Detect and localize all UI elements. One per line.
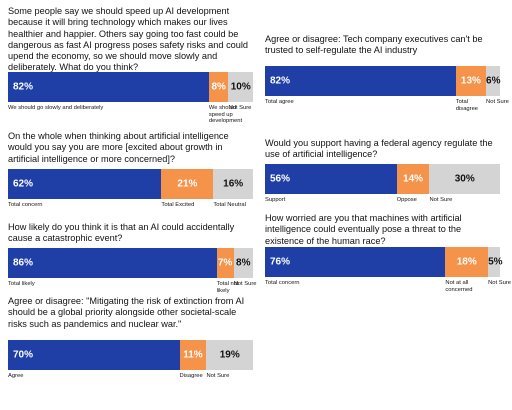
panel-extinction: Agree or disagree: "Mitigating the risk …	[8, 296, 253, 396]
data-label: 70%	[13, 349, 34, 361]
question-existential-threat: How worried are you that machines with a…	[265, 213, 462, 246]
panel-tech-executives: Agree or disagree: Tech company executiv…	[265, 34, 509, 119]
category-label: Total likely	[8, 281, 35, 287]
question-speed-up: Some people say we should speed up AI de…	[8, 6, 249, 73]
bar-segment-first: 70%	[8, 340, 180, 370]
bar-segment-third: 8%	[233, 248, 253, 278]
bar-segment-third: 6%	[486, 66, 500, 96]
category-label: Total Neutral	[213, 202, 246, 208]
bar-segment-first: 62%	[8, 169, 162, 199]
stacked-bar-extinction: 70% 11% 19%	[8, 340, 253, 370]
data-label: 16%	[223, 178, 244, 190]
category-label: Total agree	[265, 99, 294, 105]
stacked-bar-existential-threat: 76% 18% 5%	[265, 247, 503, 277]
panel-speed-up: Some people say we should speed up AI de…	[8, 6, 253, 124]
category-label: Not at all concerned	[445, 280, 473, 293]
question-catastrophic: How likely do you think it is that an AI…	[8, 222, 235, 244]
question-tech-executives: Agree or disagree: Tech company executiv…	[265, 34, 483, 56]
bar-segment-first: 56%	[265, 164, 397, 194]
bar-segment-third: 19%	[206, 340, 253, 370]
data-label: 10%	[230, 81, 251, 93]
bar-segment-third: 16%	[213, 169, 253, 199]
panel-existential-threat: How worried are you that machines with a…	[265, 213, 511, 298]
data-label: 18%	[456, 256, 477, 268]
bar-segment-second: 13%	[455, 66, 487, 96]
stacked-bar-speed-up: 82% 8% 10%	[8, 72, 253, 102]
data-label: 14%	[403, 173, 424, 185]
category-label: Not Sure	[228, 105, 252, 111]
category-label: Not Sure	[488, 280, 512, 286]
panel-catastrophic: How likely do you think it is that an AI…	[8, 222, 256, 294]
data-label: 82%	[270, 75, 291, 87]
panel-federal-agency: Would you support having a federal agenc…	[265, 138, 500, 213]
category-label: Support	[265, 197, 286, 203]
question-federal-agency: Would you support having a federal agenc…	[265, 138, 493, 160]
bar-segment-second: 11%	[179, 340, 207, 370]
stacked-bar-federal-agency: 56% 14% 30%	[265, 164, 500, 194]
bar-segment-first: 86%	[8, 248, 217, 278]
question-excited-concerned: On the whole when thinking about artific…	[8, 131, 229, 164]
data-label: 8%	[236, 257, 251, 269]
bar-segment-third: 10%	[228, 72, 253, 102]
stacked-bar-excited-concerned: 62% 21% 16%	[8, 169, 253, 199]
bar-segment-first: 82%	[8, 72, 209, 102]
bar-segment-third: 30%	[429, 164, 500, 194]
bar-segment-first: 82%	[265, 66, 456, 96]
data-label: 86%	[13, 257, 34, 269]
data-label: 13%	[460, 75, 481, 87]
bar-segment-second: 7%	[216, 248, 234, 278]
category-label: Total disagree	[455, 99, 479, 112]
category-label: Agree	[8, 373, 24, 379]
stacked-bar-catastrophic: 86% 7% 8%	[8, 248, 253, 278]
category-label: We should speed up development	[208, 105, 243, 125]
question-extinction: Agree or disagree: "Mitigating the risk …	[8, 296, 245, 329]
bar-segment-second: 18%	[445, 247, 489, 277]
data-label: 56%	[270, 173, 291, 185]
category-label: Total concern	[265, 280, 300, 286]
data-label: 76%	[270, 256, 291, 268]
data-label: 5%	[488, 256, 503, 268]
data-label: 21%	[177, 178, 198, 190]
data-label: 8%	[211, 81, 226, 93]
category-label: Disagree	[179, 373, 203, 379]
category-label: Not Sure	[233, 281, 257, 287]
category-label: We should go slowly and deliberately	[8, 105, 104, 111]
category-label: Total concern	[8, 202, 43, 208]
bar-segment-second: 21%	[161, 169, 214, 199]
category-label: Total Excited	[161, 202, 195, 208]
category-label: Total not likely	[216, 281, 239, 294]
bar-segment-second: 14%	[396, 164, 430, 194]
category-label: Oppose	[396, 197, 417, 203]
category-label: Not Sure	[486, 99, 509, 105]
bar-segment-third: 5%	[488, 247, 503, 277]
data-label: 62%	[13, 178, 34, 190]
category-label: Not Sure	[429, 197, 453, 203]
data-label: 11%	[183, 349, 203, 361]
data-label: 82%	[13, 81, 34, 93]
data-label: 19%	[219, 349, 240, 361]
data-label: 7%	[217, 257, 233, 269]
bar-segment-first: 76%	[265, 247, 446, 277]
data-label: 6%	[486, 75, 501, 87]
category-label: Not Sure	[206, 373, 230, 379]
bar-segment-second: 8%	[208, 72, 229, 102]
stacked-bar-tech-executives: 82% 13% 6%	[265, 66, 500, 96]
panel-excited-concerned: On the whole when thinking about artific…	[8, 131, 253, 213]
data-label: 30%	[454, 173, 475, 185]
